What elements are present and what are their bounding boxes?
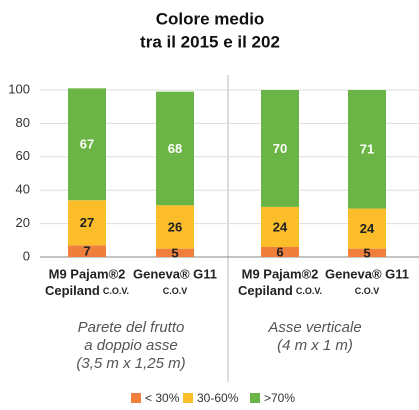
legend-swatch bbox=[183, 393, 193, 403]
y-tick-label: 0 bbox=[23, 248, 30, 263]
data-label: 71 bbox=[360, 142, 374, 157]
chart-title: tra il 2015 e il 202 bbox=[140, 32, 280, 51]
legend-swatch bbox=[250, 393, 260, 403]
legend-label: < 30% bbox=[145, 391, 180, 405]
group-label: Parete del frutto bbox=[78, 319, 185, 336]
x-tick-label-part: C.O.V. bbox=[296, 286, 322, 296]
bar-segment bbox=[68, 245, 106, 257]
data-label: 24 bbox=[360, 221, 375, 236]
data-label: 67 bbox=[80, 137, 94, 152]
x-tick-label: Cepiland C.O.V. bbox=[238, 283, 322, 298]
x-tick-label: Cepiland C.O.V. bbox=[45, 283, 129, 298]
group-label: Asse verticale bbox=[267, 319, 361, 336]
bar-segment bbox=[68, 200, 106, 246]
x-tick-label-part: Cepiland bbox=[45, 283, 100, 298]
bar-segment bbox=[261, 246, 299, 257]
bar-segment bbox=[156, 205, 194, 249]
y-tick-label: 80 bbox=[16, 115, 30, 130]
legend-swatch bbox=[131, 393, 141, 403]
x-tick-label-part: Cepiland bbox=[238, 283, 293, 298]
data-label: 7 bbox=[83, 244, 90, 259]
y-tick-label: 60 bbox=[16, 148, 30, 163]
data-label: 24 bbox=[273, 219, 288, 234]
x-tick-label-part: C.O.V bbox=[355, 286, 380, 296]
group-label: a doppio asse bbox=[84, 337, 177, 354]
x-tick-label: C.O.V bbox=[355, 286, 380, 296]
data-label: 70 bbox=[273, 141, 287, 156]
y-tick-label: 20 bbox=[16, 215, 30, 230]
x-tick-label: M9 Pajam®2 bbox=[49, 266, 126, 281]
x-tick-label: Geneva® G11 bbox=[325, 266, 409, 281]
bar-segment bbox=[261, 206, 299, 247]
group-label: (3,5 m x 1,25 m) bbox=[76, 355, 185, 372]
y-tick-label: 40 bbox=[16, 182, 30, 197]
data-label: 68 bbox=[168, 141, 182, 156]
x-tick-label: C.O.V bbox=[163, 286, 188, 296]
group-label: (4 m x 1 m) bbox=[277, 337, 353, 354]
x-tick-label-part: C.O.V. bbox=[103, 286, 129, 296]
legend-label: 30-60% bbox=[197, 391, 239, 405]
bar-segment bbox=[348, 208, 386, 249]
x-tick-label: Geneva® G11 bbox=[133, 266, 217, 281]
legend-label: >70% bbox=[264, 391, 295, 405]
data-label: 27 bbox=[80, 215, 94, 230]
bar-segment bbox=[68, 88, 106, 201]
bar-segment bbox=[156, 248, 194, 257]
chart-title: Colore medio bbox=[156, 9, 265, 28]
data-label: 5 bbox=[171, 245, 178, 260]
bar-segment bbox=[348, 90, 386, 209]
bar-segment bbox=[261, 90, 299, 207]
x-tick-label: M9 Pajam®2 bbox=[242, 266, 319, 281]
bar-segment bbox=[156, 91, 194, 206]
data-label: 26 bbox=[168, 219, 182, 234]
bar-segment bbox=[348, 248, 386, 257]
y-tick-label: 100 bbox=[8, 81, 30, 96]
data-label: 6 bbox=[276, 244, 283, 259]
x-tick-label-part: C.O.V bbox=[163, 286, 188, 296]
data-label: 5 bbox=[363, 245, 370, 260]
